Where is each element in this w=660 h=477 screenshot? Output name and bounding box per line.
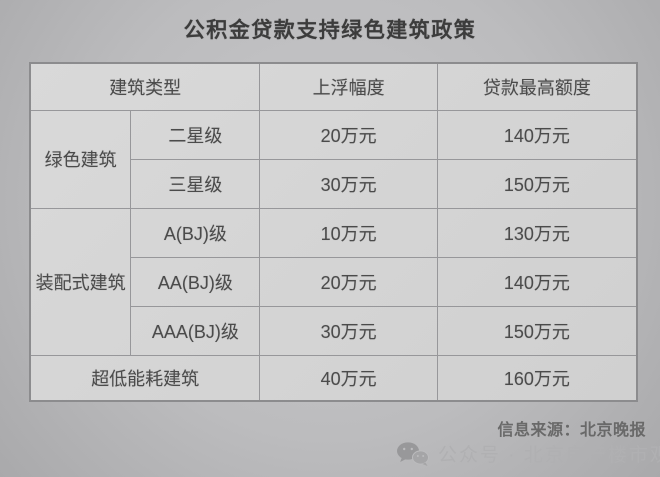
- wechat-icon: [396, 441, 429, 466]
- col-header-max-loan: 贷款最高额度: [436, 62, 638, 111]
- group-cell-ultra-low-energy: 超低能耗建筑: [29, 354, 261, 402]
- table-row-prefab-a: 装配式建筑 A(BJ)级 10万元 130万元: [29, 207, 638, 356]
- col-header-building-type: 建筑类型: [29, 62, 261, 111]
- grade-cell: 二星级: [130, 109, 261, 160]
- max-loan-cell: 140万元: [436, 109, 638, 160]
- grade-cell: 三星级: [130, 158, 261, 209]
- float-cell: 40万元: [259, 354, 438, 402]
- page-title: 公积金贷款支持绿色建筑政策: [183, 19, 477, 42]
- table-row-ultra-low-energy: 超低能耗建筑 40万元 160万元: [29, 354, 638, 402]
- table-row-green-3star: 三星级 30万元 150万元: [30, 158, 638, 209]
- table-row-prefab-aaa: AAA(BJ)级 30万元 150万元: [30, 305, 638, 356]
- max-loan-cell: 140万元: [436, 256, 638, 307]
- group-cell-prefab-building: 装配式建筑: [29, 207, 132, 356]
- table-row-prefab-aa: AA(BJ)级 20万元 140万元: [30, 256, 638, 307]
- grade-cell: AAA(BJ)级: [130, 305, 261, 356]
- float-cell: 30万元: [259, 158, 438, 209]
- watermark-text: 公众号 · 北京房产楼市观: [438, 445, 660, 466]
- max-loan-cell: 150万元: [436, 305, 638, 356]
- max-loan-cell: 150万元: [436, 158, 638, 209]
- watermark: 公众号 · 北京房产楼市观: [396, 440, 660, 467]
- header-row: 建筑类型 上浮幅度 贷款最高额度: [29, 62, 638, 111]
- float-cell: 20万元: [259, 256, 438, 307]
- float-cell: 20万元: [259, 109, 438, 160]
- float-cell: 30万元: [259, 305, 438, 356]
- grade-cell: A(BJ)级: [130, 207, 261, 258]
- max-loan-cell: 160万元: [436, 354, 638, 402]
- policy-table: 建筑类型 上浮幅度 贷款最高额度 绿色建筑 二星级 20万元 140万元 三星级…: [29, 62, 638, 402]
- table-row-green-2star: 绿色建筑 二星级 20万元 140万元: [29, 109, 638, 209]
- col-header-float-range: 上浮幅度: [259, 62, 438, 111]
- group-cell-green-building: 绿色建筑: [29, 109, 132, 209]
- max-loan-cell: 130万元: [436, 207, 638, 258]
- float-cell: 10万元: [259, 207, 438, 258]
- grade-cell: AA(BJ)级: [130, 256, 261, 307]
- info-source: 信息来源：北京晚报: [497, 422, 646, 439]
